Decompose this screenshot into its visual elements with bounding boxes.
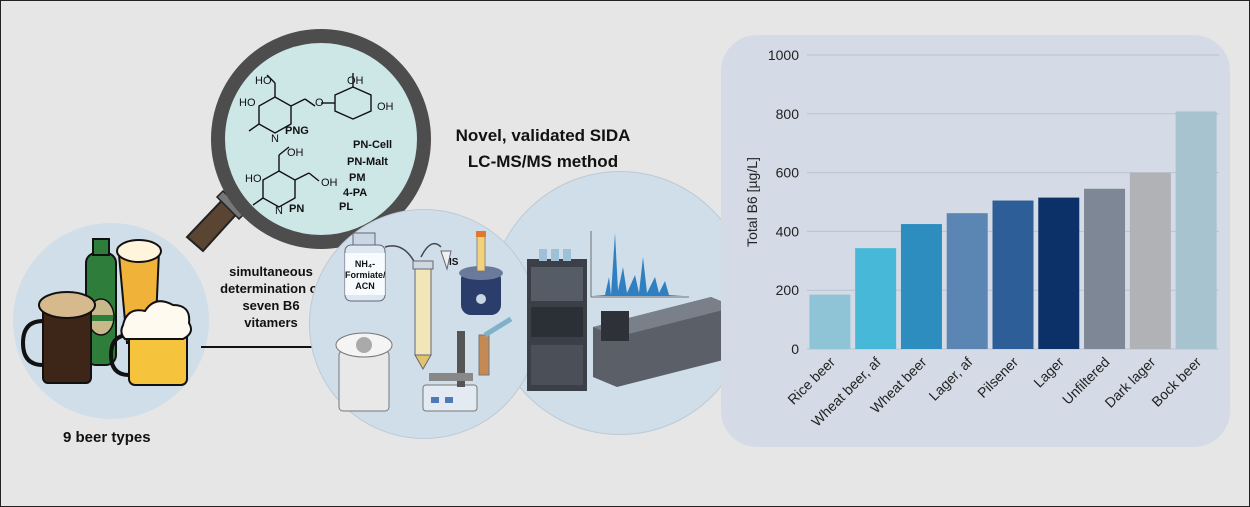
beer-illustration <box>20 238 192 386</box>
bar-1 <box>809 294 851 349</box>
x-tick-label: Bock beer <box>1148 354 1204 410</box>
simultaneous-line-3: seven B6 <box>242 298 300 313</box>
molecule-pl: PL <box>339 201 354 213</box>
atom-ho-4: HO <box>239 97 256 109</box>
atom-o: O <box>315 97 324 109</box>
atom-oh-6: OH <box>321 177 338 189</box>
y-tick-label: 200 <box>776 282 800 298</box>
bar-5 <box>992 200 1034 349</box>
bottle-label-line-2: Formiate/ <box>345 270 386 280</box>
chart-panel: 0 200 400 600 800 1000 Total B6 [µg/L] Rice bee… <box>721 35 1230 447</box>
evaporator-icon <box>422 331 478 412</box>
atom-n-2: N <box>275 205 283 217</box>
molecule-pn-cell: PN-Cell <box>353 139 393 151</box>
bar-8 <box>1129 172 1171 349</box>
dark-beer-mug-icon <box>20 291 96 384</box>
x-tick-label: Lager <box>1030 354 1067 391</box>
molecule-png: PNG <box>285 125 309 137</box>
bar-6 <box>1038 197 1080 349</box>
y-tick-label: 400 <box>776 223 800 239</box>
molecule-pm: PM <box>349 172 366 184</box>
bottle-label-line-3: ACN <box>355 281 375 291</box>
molecule-pn: PN <box>289 203 305 215</box>
simultaneous-text: simultaneous determination of seven B6 v… <box>207 263 335 331</box>
lcms-instrument-icon <box>527 249 735 391</box>
vortex-mixer-icon <box>459 231 503 315</box>
y-axis-label: Total B6 [µg/L] <box>744 157 760 247</box>
centrifuge-icon <box>335 332 393 412</box>
chromatogram-icon <box>590 231 689 298</box>
beer-can-icon <box>85 238 117 366</box>
bar-3 <box>900 224 942 349</box>
sample-prep-illustration <box>335 231 513 412</box>
x-tick-label: Pilsener <box>974 354 1021 401</box>
bottle-label: NH₄- Formiate/ ACN <box>345 259 386 292</box>
simultaneous-line-2: determination of <box>220 281 322 296</box>
x-tick-label: Dark lager <box>1101 354 1158 411</box>
centrifuge-tube-icon <box>412 260 434 371</box>
bottle-label-line-1: NH₄- <box>354 259 376 269</box>
x-tick-label: Lager, af <box>925 354 975 404</box>
bar-7 <box>1084 188 1126 349</box>
is-label: IS <box>449 257 459 268</box>
beer-types-label: 9 beer types <box>63 429 151 446</box>
reagent-bottle-icon <box>344 232 386 302</box>
atom-oh-5: OH <box>287 147 304 159</box>
chemical-structures-icon <box>248 73 372 208</box>
molecule-4-pa: 4-PA <box>343 187 368 199</box>
y-tick-label: 0 <box>791 341 799 357</box>
y-tick-label: 1000 <box>768 47 799 63</box>
lager-mug-icon <box>108 300 192 386</box>
bar-2 <box>855 248 897 349</box>
atom-oh-3: OH <box>377 101 394 113</box>
atom-oh-1: HO <box>255 75 272 87</box>
method-title-line-1: Novel, validated SIDA <box>455 126 631 145</box>
atom-oh-2: OH <box>347 75 364 87</box>
y-tick-label: 800 <box>776 106 800 122</box>
atom-ho-7: HO <box>245 173 262 185</box>
method-title: Novel, validated SIDA LC-MS/MS method <box>433 123 653 175</box>
molecule-pn-malt: PN-Malt <box>347 156 388 168</box>
y-tick-label: 600 <box>776 165 800 181</box>
bar-4 <box>946 213 988 349</box>
simultaneous-line-1: simultaneous <box>229 264 313 279</box>
simultaneous-line-4: vitamers <box>244 315 298 330</box>
bar-9 <box>1175 111 1217 349</box>
atom-n-1: N <box>271 133 279 145</box>
syringe-icon <box>478 316 513 376</box>
method-title-line-2: LC-MS/MS method <box>467 152 619 171</box>
